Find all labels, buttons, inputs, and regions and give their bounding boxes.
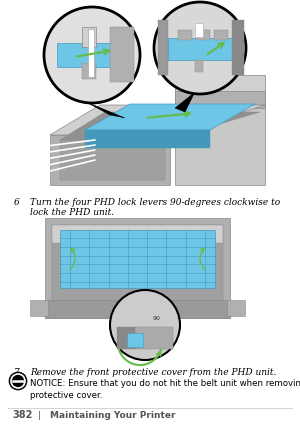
Text: Remove the front protective cover from the PHD unit.: Remove the front protective cover from t…: [30, 368, 276, 377]
Polygon shape: [60, 112, 260, 140]
Text: NOTICE: Ensure that you do not hit the belt unit when removing the front
protect: NOTICE: Ensure that you do not hit the b…: [30, 379, 300, 400]
Circle shape: [154, 2, 246, 94]
Polygon shape: [60, 140, 165, 180]
FancyBboxPatch shape: [232, 20, 244, 75]
FancyBboxPatch shape: [195, 60, 203, 72]
Text: 90: 90: [153, 317, 161, 322]
FancyBboxPatch shape: [52, 225, 223, 311]
Text: Maintaining Your Printer: Maintaining Your Printer: [50, 411, 175, 420]
FancyBboxPatch shape: [45, 300, 230, 318]
FancyBboxPatch shape: [227, 300, 245, 316]
FancyBboxPatch shape: [214, 30, 228, 40]
FancyBboxPatch shape: [52, 225, 223, 243]
FancyBboxPatch shape: [57, 43, 112, 67]
FancyBboxPatch shape: [135, 327, 173, 349]
FancyBboxPatch shape: [175, 75, 265, 91]
Polygon shape: [84, 101, 125, 118]
Circle shape: [110, 290, 180, 360]
Text: 7: 7: [14, 368, 20, 377]
FancyBboxPatch shape: [175, 90, 265, 185]
Circle shape: [11, 374, 25, 388]
FancyBboxPatch shape: [82, 63, 96, 79]
Circle shape: [9, 372, 27, 390]
FancyBboxPatch shape: [127, 333, 143, 347]
Text: Turn the four PHD lock levers 90-degrees clockwise to lock the PHD unit.: Turn the four PHD lock levers 90-degrees…: [30, 198, 280, 217]
FancyBboxPatch shape: [117, 327, 137, 349]
FancyBboxPatch shape: [110, 27, 134, 82]
Polygon shape: [85, 130, 210, 148]
FancyBboxPatch shape: [45, 218, 230, 318]
FancyBboxPatch shape: [195, 23, 203, 37]
FancyBboxPatch shape: [175, 90, 265, 108]
FancyBboxPatch shape: [196, 30, 210, 40]
Text: |: |: [38, 411, 41, 420]
Polygon shape: [50, 105, 265, 135]
FancyBboxPatch shape: [158, 20, 168, 75]
Polygon shape: [175, 92, 195, 112]
FancyBboxPatch shape: [168, 38, 232, 60]
FancyBboxPatch shape: [82, 27, 96, 47]
FancyBboxPatch shape: [178, 30, 192, 40]
FancyBboxPatch shape: [88, 29, 94, 77]
FancyBboxPatch shape: [30, 300, 48, 316]
Polygon shape: [85, 104, 255, 130]
Text: 382: 382: [12, 410, 32, 420]
FancyBboxPatch shape: [60, 230, 215, 288]
Circle shape: [44, 7, 140, 103]
Polygon shape: [50, 135, 170, 185]
Text: 6: 6: [14, 198, 20, 207]
